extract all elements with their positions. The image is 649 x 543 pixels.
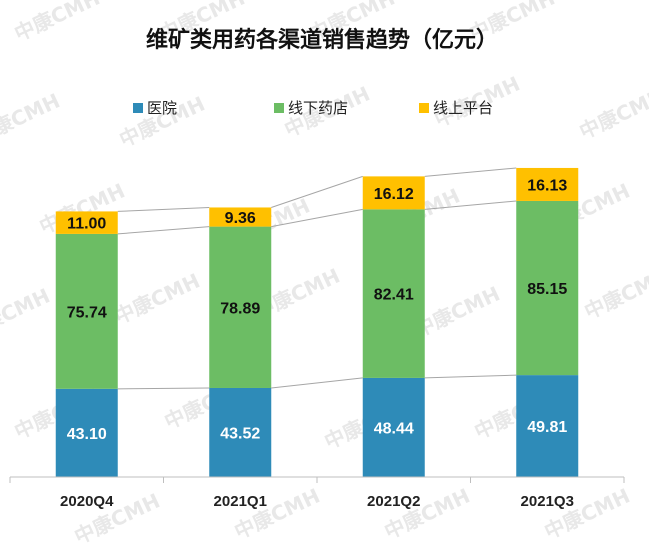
legend-label: 线上平台 <box>433 99 493 117</box>
chart-title: 维矿类用药各渠道销售趋势（亿元） <box>146 27 498 53</box>
legend-swatch <box>133 103 143 113</box>
legend-swatch <box>419 103 429 113</box>
watermark-text: 中康CMH <box>11 0 104 46</box>
bar-segment <box>55 388 118 477</box>
connector-line <box>117 387 210 390</box>
data-label: 82.41 <box>374 287 414 304</box>
data-label: 48.44 <box>374 420 414 437</box>
connector-line <box>271 175 363 208</box>
watermark-text: 中康CMH <box>0 283 53 343</box>
watermark-text: 中康CMH <box>111 268 204 328</box>
data-label: 16.12 <box>374 186 414 203</box>
legend: 医院 线下药店 线上平台 <box>133 99 493 117</box>
connector-line <box>424 167 517 177</box>
legend-label: 线下药店 <box>288 99 348 117</box>
data-label: 49.81 <box>527 419 567 436</box>
bar-segment <box>516 167 579 201</box>
bar-segment <box>516 200 579 376</box>
connector-lines <box>117 167 517 390</box>
data-label: 43.52 <box>220 425 260 442</box>
connector-line <box>424 374 517 379</box>
bar-segment <box>209 207 272 227</box>
x-axis: 2020Q4 2021Q1 2021Q2 2021Q3 <box>9 476 625 510</box>
data-label: 43.10 <box>67 426 107 443</box>
data-label: 75.74 <box>67 304 107 321</box>
data-label: 9.36 <box>225 210 256 227</box>
bar-segment <box>362 209 425 378</box>
data-label: 85.15 <box>527 281 567 298</box>
watermark-text: 中康CMH <box>0 88 63 148</box>
bar-segment <box>209 387 272 477</box>
watermark-text: 中康CMH <box>581 263 649 323</box>
connector-line <box>424 200 517 210</box>
connector-line <box>271 208 363 228</box>
bar-segment <box>362 377 425 477</box>
legend-swatch <box>274 103 284 113</box>
bar-segment <box>362 176 425 210</box>
data-label: 78.89 <box>220 300 260 317</box>
watermark-text: 中康CMH <box>576 83 649 143</box>
bar-segment <box>516 375 579 477</box>
data-label: 16.13 <box>527 177 567 194</box>
bars: 43.10 75.74 11.00 43.52 78.89 9.36 48.44 82.41 1… <box>55 167 579 477</box>
bar-segment <box>55 211 118 234</box>
connector-line <box>117 206 210 212</box>
bar-segment <box>209 226 272 388</box>
x-tick-label: 2021Q2 <box>367 493 420 510</box>
x-tick-label: 2021Q3 <box>521 493 574 510</box>
bar-segment <box>55 233 118 389</box>
connector-line <box>271 377 363 389</box>
legend-label: 医院 <box>147 99 177 117</box>
x-tick-label: 2020Q4 <box>60 493 114 510</box>
data-label: 11.00 <box>67 216 106 233</box>
connector-line <box>117 226 210 235</box>
x-tick-label: 2021Q1 <box>214 493 267 510</box>
